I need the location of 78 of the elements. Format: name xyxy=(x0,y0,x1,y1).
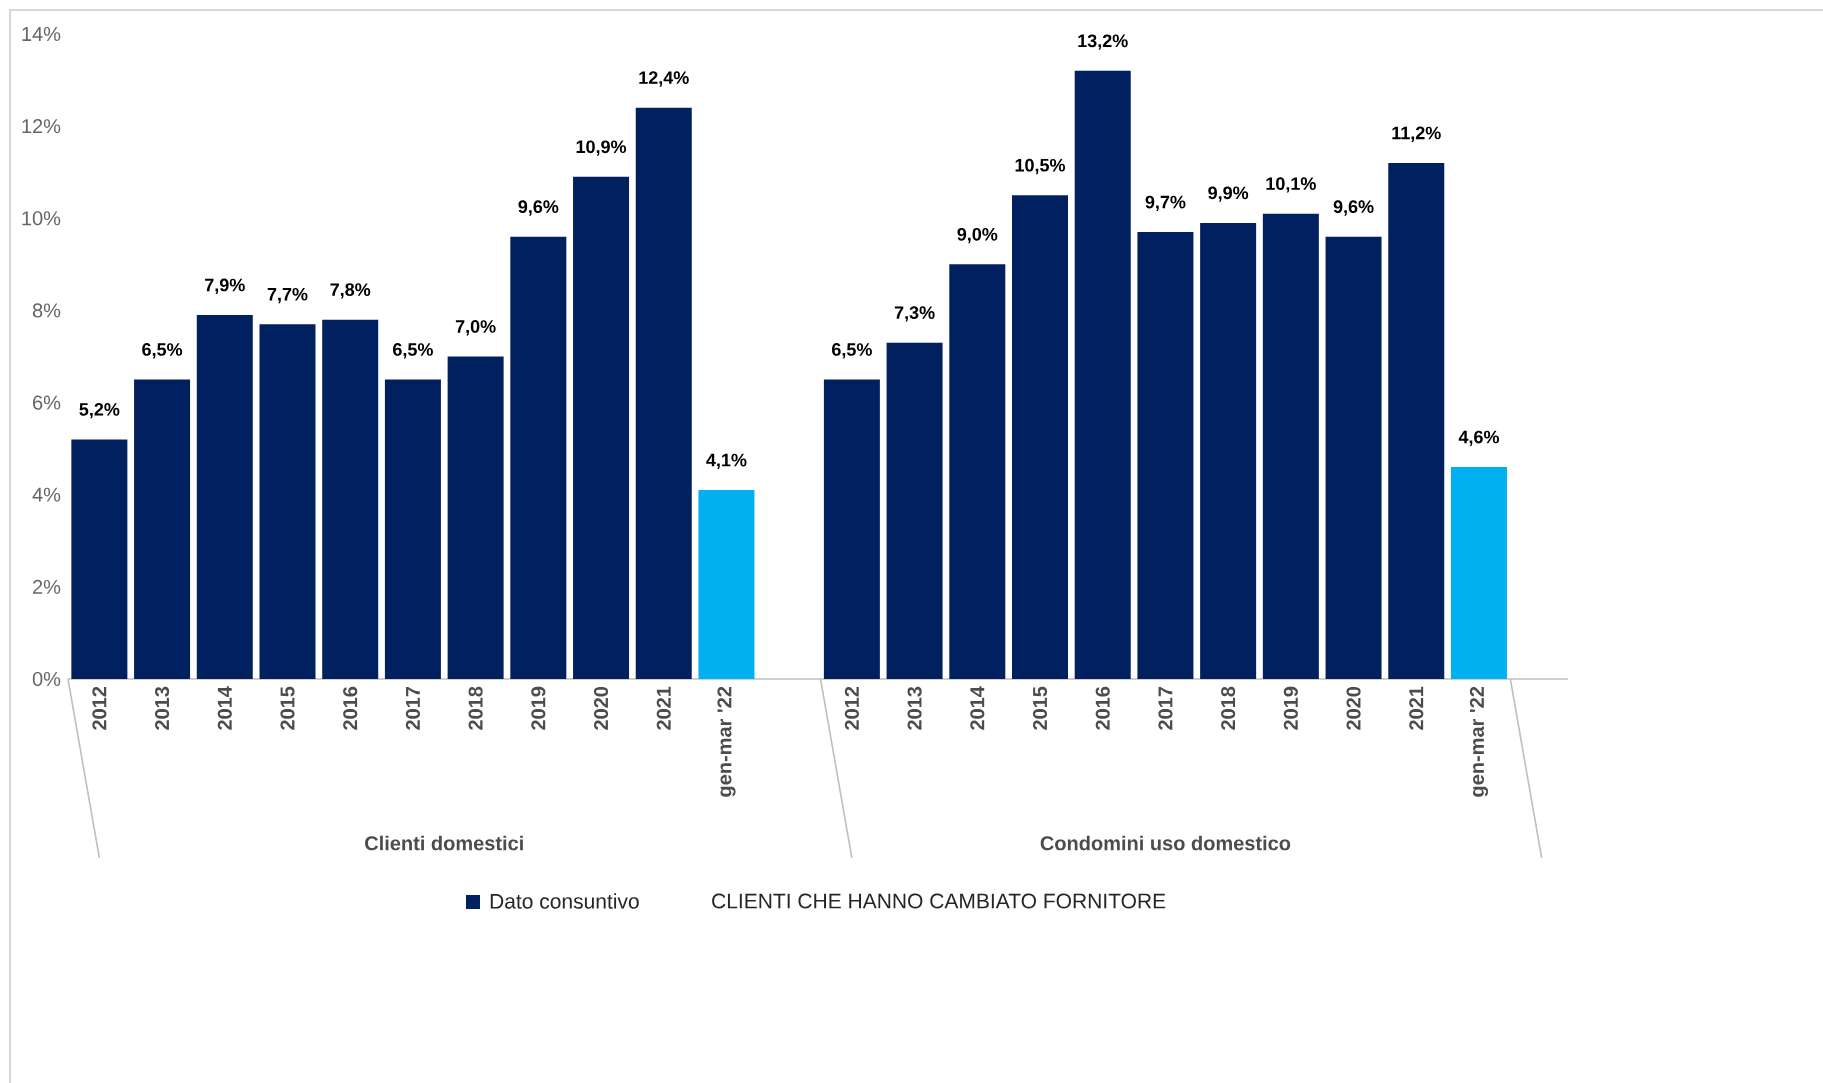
x-tick-label: 2020 xyxy=(593,686,609,730)
data-label: 4,6% xyxy=(1458,430,1500,447)
x-tick-label: 2013 xyxy=(907,686,922,730)
bar xyxy=(322,319,379,679)
text: Clienti domestici xyxy=(365,835,523,851)
data-label: 10,9% xyxy=(576,140,627,156)
x-tick-label: 2018 xyxy=(1221,686,1236,730)
bar xyxy=(134,379,191,679)
data-label: 5,2% xyxy=(79,403,120,419)
x-tick-label: 2014 xyxy=(217,686,232,730)
x-tick-label: 2018 xyxy=(468,686,483,730)
data-label: 9,7% xyxy=(1145,195,1186,212)
bar xyxy=(1388,163,1445,679)
bar xyxy=(510,236,567,679)
bar xyxy=(259,324,316,679)
data-label: 6,5% xyxy=(393,343,433,359)
bar xyxy=(447,356,504,679)
y-tick-label: 10% xyxy=(22,211,61,226)
data-label: 7,8% xyxy=(330,283,371,299)
bar xyxy=(573,176,630,679)
data-label: 9,0% xyxy=(957,227,998,244)
x-tick-label: 2021 xyxy=(656,686,671,730)
data-label: 10,1% xyxy=(1266,177,1316,193)
data-label: 6,5% xyxy=(832,343,872,359)
x-tick-label: gen-mar '22 xyxy=(1469,686,1489,797)
x-tick-label: 2017 xyxy=(1158,686,1173,730)
text: CLIENTI CHE HANNO CAMBIATO FORNITORE xyxy=(712,893,1166,909)
x-tick-label: 2012 xyxy=(844,686,859,730)
y-tick-label: 12% xyxy=(22,119,61,134)
data-label: 7,9% xyxy=(205,278,245,294)
bar xyxy=(635,107,692,679)
x-tick-label: 2016 xyxy=(343,686,358,730)
bar xyxy=(949,264,1006,679)
bar xyxy=(698,490,755,679)
x-tick-label: 2019 xyxy=(531,686,546,730)
y-tick-label: 6% xyxy=(33,395,61,410)
bar xyxy=(1325,236,1382,679)
x-tick-label: 2017 xyxy=(405,686,420,730)
y-tick-label: 2% xyxy=(33,579,61,594)
data-label: 7,0% xyxy=(455,320,496,336)
x-tick-label: 2015 xyxy=(1032,686,1048,730)
x-tick-label: 2016 xyxy=(1095,686,1110,730)
x-tick-label: 2013 xyxy=(154,686,170,730)
data-label: 12,4% xyxy=(639,71,689,87)
data-label: 7,3% xyxy=(894,306,935,322)
y-tick-label: 4% xyxy=(32,487,61,502)
y-tick-label: 8% xyxy=(32,303,61,318)
data-label: 6,5% xyxy=(142,343,183,359)
bar xyxy=(1200,222,1257,679)
x-tick-label: 2015 xyxy=(280,686,295,730)
bar xyxy=(1262,213,1319,679)
bar xyxy=(384,379,441,679)
bar xyxy=(1137,232,1194,679)
y-tick-label: 0% xyxy=(32,671,61,687)
bar xyxy=(196,315,253,679)
data-label: 4,1% xyxy=(706,453,747,470)
text: Condomini uso domestico xyxy=(1040,835,1291,851)
data-label: 7,7% xyxy=(267,287,308,304)
x-tick-label: 2020 xyxy=(1346,686,1361,730)
bar xyxy=(823,379,880,679)
data-label: 9,6% xyxy=(1333,200,1374,216)
bar xyxy=(1450,467,1507,679)
bar xyxy=(886,342,943,679)
x-tick-label: 2012 xyxy=(92,686,107,730)
x-tick-label: gen-mar '22 xyxy=(717,686,736,797)
bar xyxy=(1012,195,1069,679)
x-tick-label: 2019 xyxy=(1283,686,1298,730)
data-label: 9,9% xyxy=(1208,186,1249,202)
x-tick-label: 2021 xyxy=(1409,686,1424,730)
data-label: 11,2% xyxy=(1392,126,1441,142)
bar xyxy=(71,439,128,679)
data-label: 9,6% xyxy=(518,200,559,216)
x-tick-label: 2014 xyxy=(970,686,985,730)
data-label: 13,2% xyxy=(1078,34,1128,50)
legend-label: Dato consuntivo xyxy=(490,893,639,909)
y-tick-label: 14% xyxy=(22,26,61,41)
bar xyxy=(1074,70,1131,679)
data-label: 10,5% xyxy=(1015,158,1066,175)
